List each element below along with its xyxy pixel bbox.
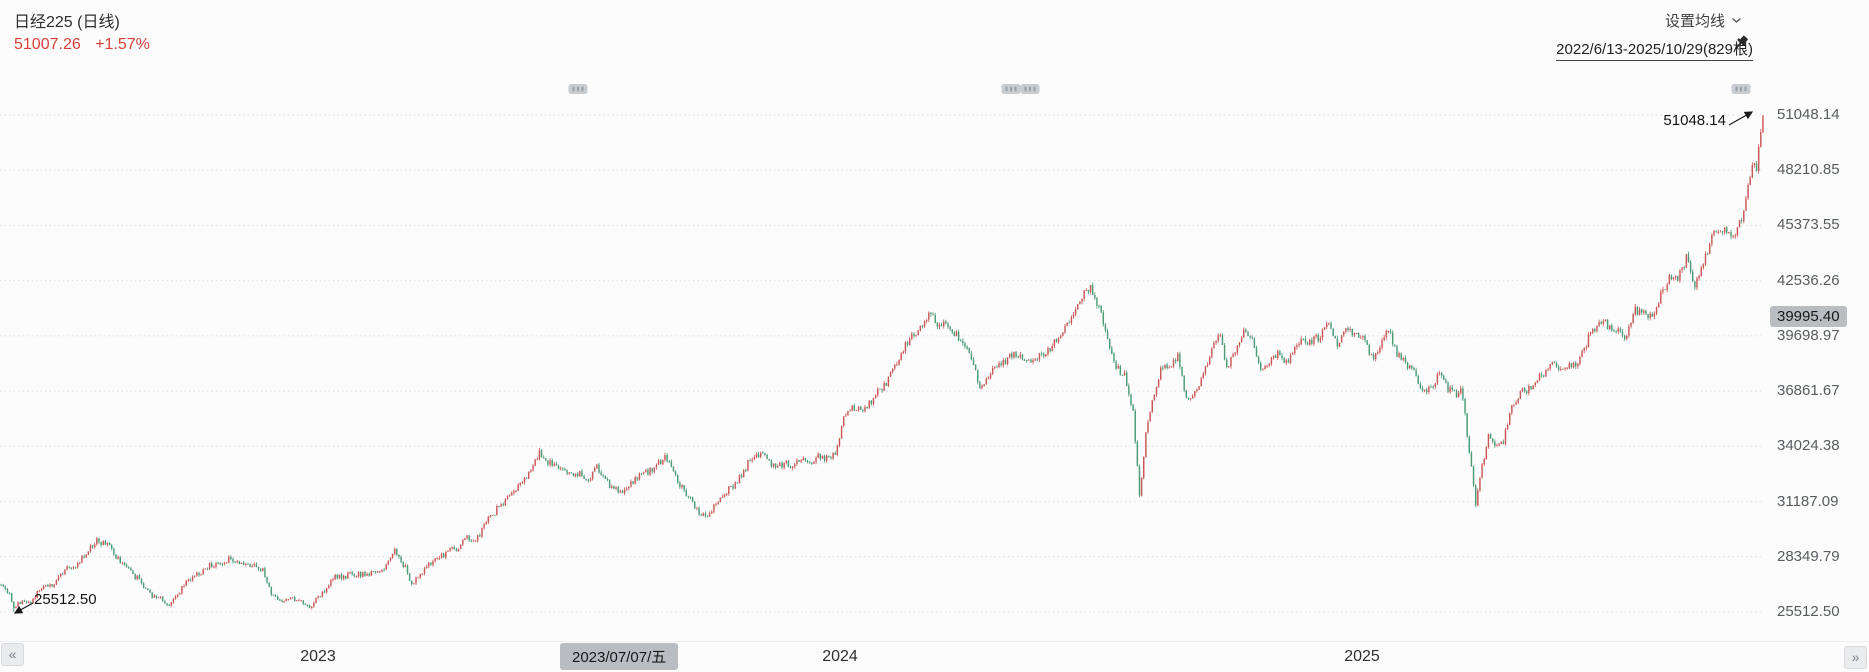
up-candle-wicks <box>15 115 1764 610</box>
crosshair-date-badge: 2023/07/07/五 <box>560 643 679 670</box>
scroll-right-button[interactable]: » <box>1844 646 1867 669</box>
gridlines <box>0 114 1764 613</box>
scroll-left-button[interactable]: « <box>1 643 24 666</box>
range-handle[interactable] <box>1731 84 1751 94</box>
low-annotation-arrow <box>13 602 34 614</box>
range-handle[interactable] <box>1020 84 1040 94</box>
last-price: 51007.26 <box>14 36 81 53</box>
date-range-button[interactable]: 2022/6/13-2025/10/29(829根) <box>1556 38 1753 61</box>
range-handle[interactable] <box>1001 84 1021 94</box>
up-candle-bodies <box>15 115 1764 609</box>
down-candle-bodies <box>0 163 1758 609</box>
page-title: 日经225 (日线) <box>14 14 120 31</box>
price-row: 51007.26 +1.57% <box>14 36 150 54</box>
high-annotation-arrow <box>1728 111 1754 126</box>
time-axis-separator <box>0 641 1869 642</box>
pin-icon[interactable] <box>1731 34 1750 54</box>
price-change: +1.57% <box>95 36 150 53</box>
date-range-row: 2022/6/13-2025/10/29(829根) <box>1556 38 1753 61</box>
range-handle[interactable] <box>568 84 588 94</box>
chevron-down-icon <box>1732 17 1741 23</box>
down-candle-wicks <box>0 161 1757 612</box>
high-annotation: 51048.14 <box>1663 112 1726 129</box>
ma-settings-button[interactable]: 设置均线 <box>1665 10 1742 31</box>
low-annotation: 25512.50 <box>34 591 97 608</box>
ma-settings-label: 设置均线 <box>1664 13 1725 30</box>
crosshair-price-badge: 39995.40 <box>1770 306 1847 328</box>
